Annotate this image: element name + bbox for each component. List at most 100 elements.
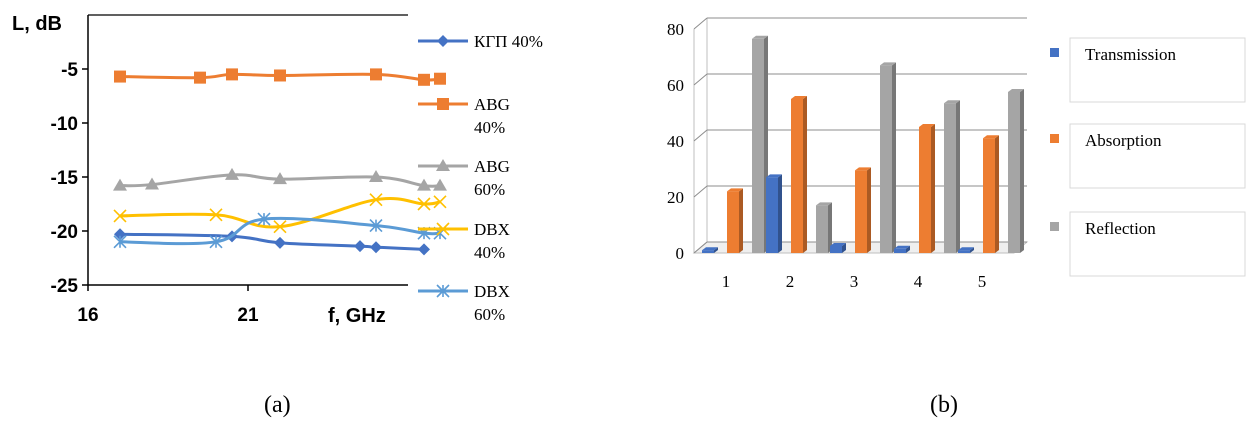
data-point: [436, 159, 450, 171]
bar-side: [931, 124, 935, 253]
bar: [752, 35, 768, 253]
series-4: [113, 193, 447, 234]
x-tick-label: 2: [786, 272, 795, 291]
data-point: [437, 98, 449, 110]
data-point: [225, 167, 239, 180]
x-tick-label: 1: [722, 272, 731, 291]
data-point: [226, 68, 238, 81]
legend: КГП 40% ABG 40% ABG 60% DBX 40% DBX 60%: [418, 32, 543, 324]
gridline-side: [693, 241, 708, 254]
data-point: [434, 72, 446, 85]
data-point: [354, 240, 366, 253]
legend-box: [1069, 37, 1246, 103]
bar-front: [830, 246, 842, 253]
data-point: [369, 219, 383, 233]
data-point: [114, 228, 126, 241]
legend-label: КГП 40%: [474, 32, 543, 51]
data-point: [418, 73, 430, 86]
data-point: [273, 172, 287, 185]
data-point: [370, 68, 382, 81]
data-point: [145, 177, 159, 190]
legend-entry: ABG 40%: [418, 95, 510, 137]
bar-side: [842, 243, 846, 253]
x-axis-title: f, GHz: [328, 305, 386, 327]
bars: [702, 35, 1024, 254]
y-tick-label: -15: [51, 168, 79, 189]
bar-side: [970, 247, 974, 253]
legend-label: 60%: [474, 305, 505, 324]
bar-side: [803, 96, 807, 253]
data-point: [418, 243, 430, 256]
legend-box: [1069, 123, 1246, 189]
y-tick-label: -25: [51, 276, 79, 297]
legend-entry: Absorption: [1050, 123, 1246, 189]
bar-side: [956, 100, 960, 253]
bar-top: [855, 167, 871, 171]
bar-top: [702, 247, 718, 251]
legend-label: ABG: [474, 157, 510, 176]
bar-side: [892, 62, 896, 254]
bar-top: [880, 62, 896, 66]
bar: [816, 202, 832, 253]
bar-top: [766, 174, 782, 178]
legend-label: Absorption: [1085, 131, 1162, 150]
bar-front: [855, 170, 867, 253]
data-point: [370, 241, 382, 254]
data-point: [417, 178, 431, 191]
bar-front: [702, 250, 714, 253]
data-point: [436, 222, 450, 236]
bar-front: [944, 103, 956, 253]
tick-labels: 0 20 40 60 80 1 2 3 4 5: [667, 20, 986, 291]
bar: [944, 100, 960, 253]
y-tick-label: -20: [51, 222, 78, 243]
bar-top: [816, 202, 832, 206]
y-tick-label: -5: [61, 60, 78, 81]
bar-top: [727, 188, 743, 192]
bar-top: [830, 243, 846, 246]
bar: [880, 62, 896, 254]
data-point: [209, 208, 223, 222]
tick-labels: -5 -10 -15 -20 -25 16 21: [51, 60, 259, 326]
gridline-side: [693, 185, 708, 198]
legend-swatch: [1050, 134, 1059, 143]
x-tick-label: 16: [77, 305, 98, 326]
y-tick-label: -10: [51, 114, 78, 135]
bar: [958, 247, 974, 253]
x-tick-label: 5: [978, 272, 987, 291]
bar-front: [958, 250, 970, 253]
bar-top: [1008, 89, 1024, 92]
data-point: [114, 70, 126, 83]
data-point: [369, 193, 383, 207]
legend-label: 40%: [474, 118, 505, 137]
legend-label: DBX: [474, 220, 510, 239]
legend-entry: КГП 40%: [418, 32, 543, 51]
bar: [855, 167, 871, 253]
data-point: [113, 178, 127, 191]
data-point: [113, 235, 127, 249]
legend-box: [1069, 211, 1246, 277]
legend-swatch: [1050, 48, 1059, 57]
axes: [82, 14, 408, 291]
bar-front: [880, 65, 892, 254]
data-point: [194, 71, 206, 84]
panel-label-a: (a): [264, 392, 291, 418]
bar-side: [995, 135, 999, 253]
bar-top: [919, 124, 935, 127]
bar-top: [944, 100, 960, 104]
y-axis-title: L, dB: [12, 13, 62, 35]
legend-entry: Reflection: [1050, 211, 1246, 277]
gridline-side: [693, 17, 708, 30]
data-point: [274, 236, 286, 249]
bar-top: [894, 245, 910, 249]
legend-label: DBX: [474, 282, 510, 301]
bar-front: [727, 191, 739, 253]
y-tick-label: 60: [667, 76, 684, 95]
y-tick-label: 20: [667, 188, 684, 207]
bar-side: [1020, 89, 1024, 253]
gridline-side: [693, 129, 708, 142]
data-point: [437, 35, 449, 47]
legend-entry: Transmission: [1050, 37, 1246, 103]
data-point: [209, 235, 223, 249]
bar-front: [894, 248, 906, 253]
